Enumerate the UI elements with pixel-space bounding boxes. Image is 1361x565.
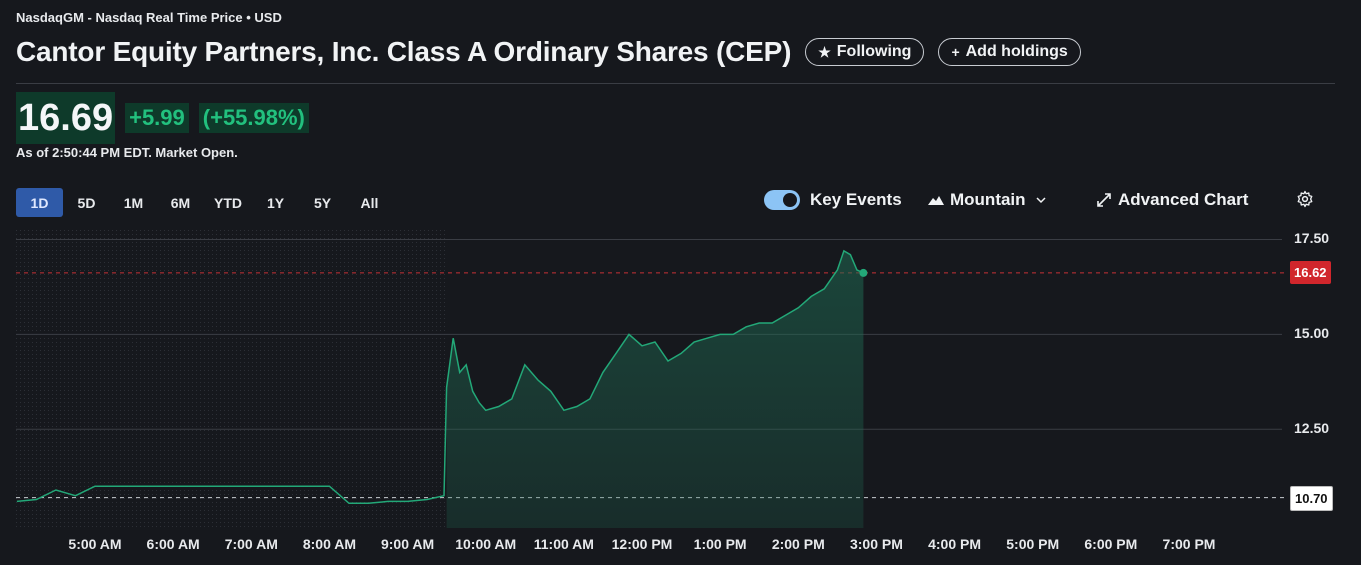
last-price: 16.69 bbox=[16, 92, 116, 144]
chevron-down-icon bbox=[1036, 197, 1046, 204]
key-events-label: Key Events bbox=[810, 190, 902, 209]
x-tick-label: 8:00 AM bbox=[302, 536, 357, 552]
quote-timestamp: As of 2:50:44 PM EDT. Market Open. bbox=[16, 145, 238, 160]
x-tick-label: 6:00 AM bbox=[146, 536, 200, 552]
y-tick-label: 17.50 bbox=[1294, 230, 1330, 247]
x-tick-label: 6:00 PM bbox=[1084, 536, 1138, 552]
x-tick-label: 9:00 AM bbox=[380, 536, 435, 552]
page-title: Cantor Equity Partners, Inc. Class A Ord… bbox=[16, 36, 792, 67]
x-tick-label: 4:00 PM bbox=[928, 536, 982, 552]
x-tick-label: 2:00 PM bbox=[771, 536, 825, 552]
range-1y[interactable]: 1Y bbox=[266, 194, 285, 211]
add-holdings-label: Add holdings bbox=[965, 43, 1068, 60]
following-button[interactable]: ★ Following bbox=[805, 38, 925, 66]
price-chart[interactable]: 12.50 15.00 17.50 16.62 10.70 5:00 AM 6:0… bbox=[0, 230, 1361, 565]
chart-svg bbox=[16, 230, 1288, 528]
x-tick-label: 1:00 PM bbox=[693, 536, 747, 552]
gear-icon[interactable] bbox=[1296, 190, 1314, 208]
chart-type-dropdown[interactable]: Mountain bbox=[928, 190, 1046, 210]
range-5d[interactable]: 5D bbox=[77, 194, 96, 211]
following-label: Following bbox=[836, 43, 912, 60]
mountain-icon bbox=[928, 196, 944, 205]
chart-type-control: Mountain bbox=[928, 190, 1046, 210]
y-tick-label: 15.00 bbox=[1294, 325, 1330, 342]
y-tick-label: 12.50 bbox=[1294, 420, 1330, 437]
range-1m[interactable]: 1M bbox=[123, 194, 144, 211]
range-5y[interactable]: 5Y bbox=[313, 194, 332, 211]
previous-close-tag: 10.70 bbox=[1290, 485, 1333, 511]
x-tick-label: 7:00 PM bbox=[1162, 536, 1216, 552]
price-area-fill bbox=[446, 250, 864, 528]
x-tick-label: 5:00 AM bbox=[68, 536, 122, 552]
range-all[interactable]: All bbox=[360, 194, 379, 211]
title-row: Cantor Equity Partners, Inc. Class A Ord… bbox=[16, 36, 1081, 68]
settings-control bbox=[1296, 190, 1314, 208]
add-holdings-button[interactable]: + Add holdings bbox=[938, 38, 1081, 66]
expand-icon bbox=[1097, 193, 1111, 207]
premarket-shading bbox=[16, 230, 446, 528]
star-icon: ★ bbox=[818, 43, 831, 60]
chart-type-label: Mountain bbox=[950, 190, 1026, 209]
last-price-marker bbox=[859, 268, 868, 277]
advanced-chart-control: Advanced Chart bbox=[1096, 190, 1248, 210]
exchange-info: NasdaqGM - Nasdaq Real Time Price • USD bbox=[16, 10, 282, 25]
x-tick-label: 11:00 AM bbox=[533, 536, 594, 552]
advanced-chart-button[interactable]: Advanced Chart bbox=[1096, 190, 1248, 210]
key-events-control: Key Events bbox=[764, 190, 902, 210]
range-selector: 1D 5D 1M 6M YTD 1Y 5Y All bbox=[16, 188, 393, 217]
range-6m[interactable]: 6M bbox=[170, 194, 191, 211]
range-1d[interactable]: 1D bbox=[16, 188, 63, 217]
x-tick-label: 3:00 PM bbox=[849, 536, 903, 552]
x-tick-label: 5:00 PM bbox=[1006, 536, 1060, 552]
price-change: +5.99 bbox=[125, 103, 189, 133]
price-line bbox=[16, 249, 864, 505]
advanced-chart-label: Advanced Chart bbox=[1118, 190, 1249, 209]
header-divider bbox=[16, 83, 1335, 84]
price-change-percent: (+55.98%) bbox=[198, 103, 309, 133]
x-tick-label: 12:00 PM bbox=[611, 536, 673, 552]
quote-row: 16.69 +5.99 (+55.98%) bbox=[16, 92, 309, 144]
x-tick-label: 10:00 AM bbox=[455, 536, 517, 552]
plus-icon: + bbox=[951, 44, 960, 60]
range-ytd[interactable]: YTD bbox=[214, 194, 242, 211]
current-price-tag: 16.62 bbox=[1290, 260, 1331, 284]
x-tick-label: 7:00 AM bbox=[224, 536, 278, 552]
toggle-knob bbox=[783, 193, 797, 207]
key-events-toggle[interactable] bbox=[764, 190, 800, 210]
